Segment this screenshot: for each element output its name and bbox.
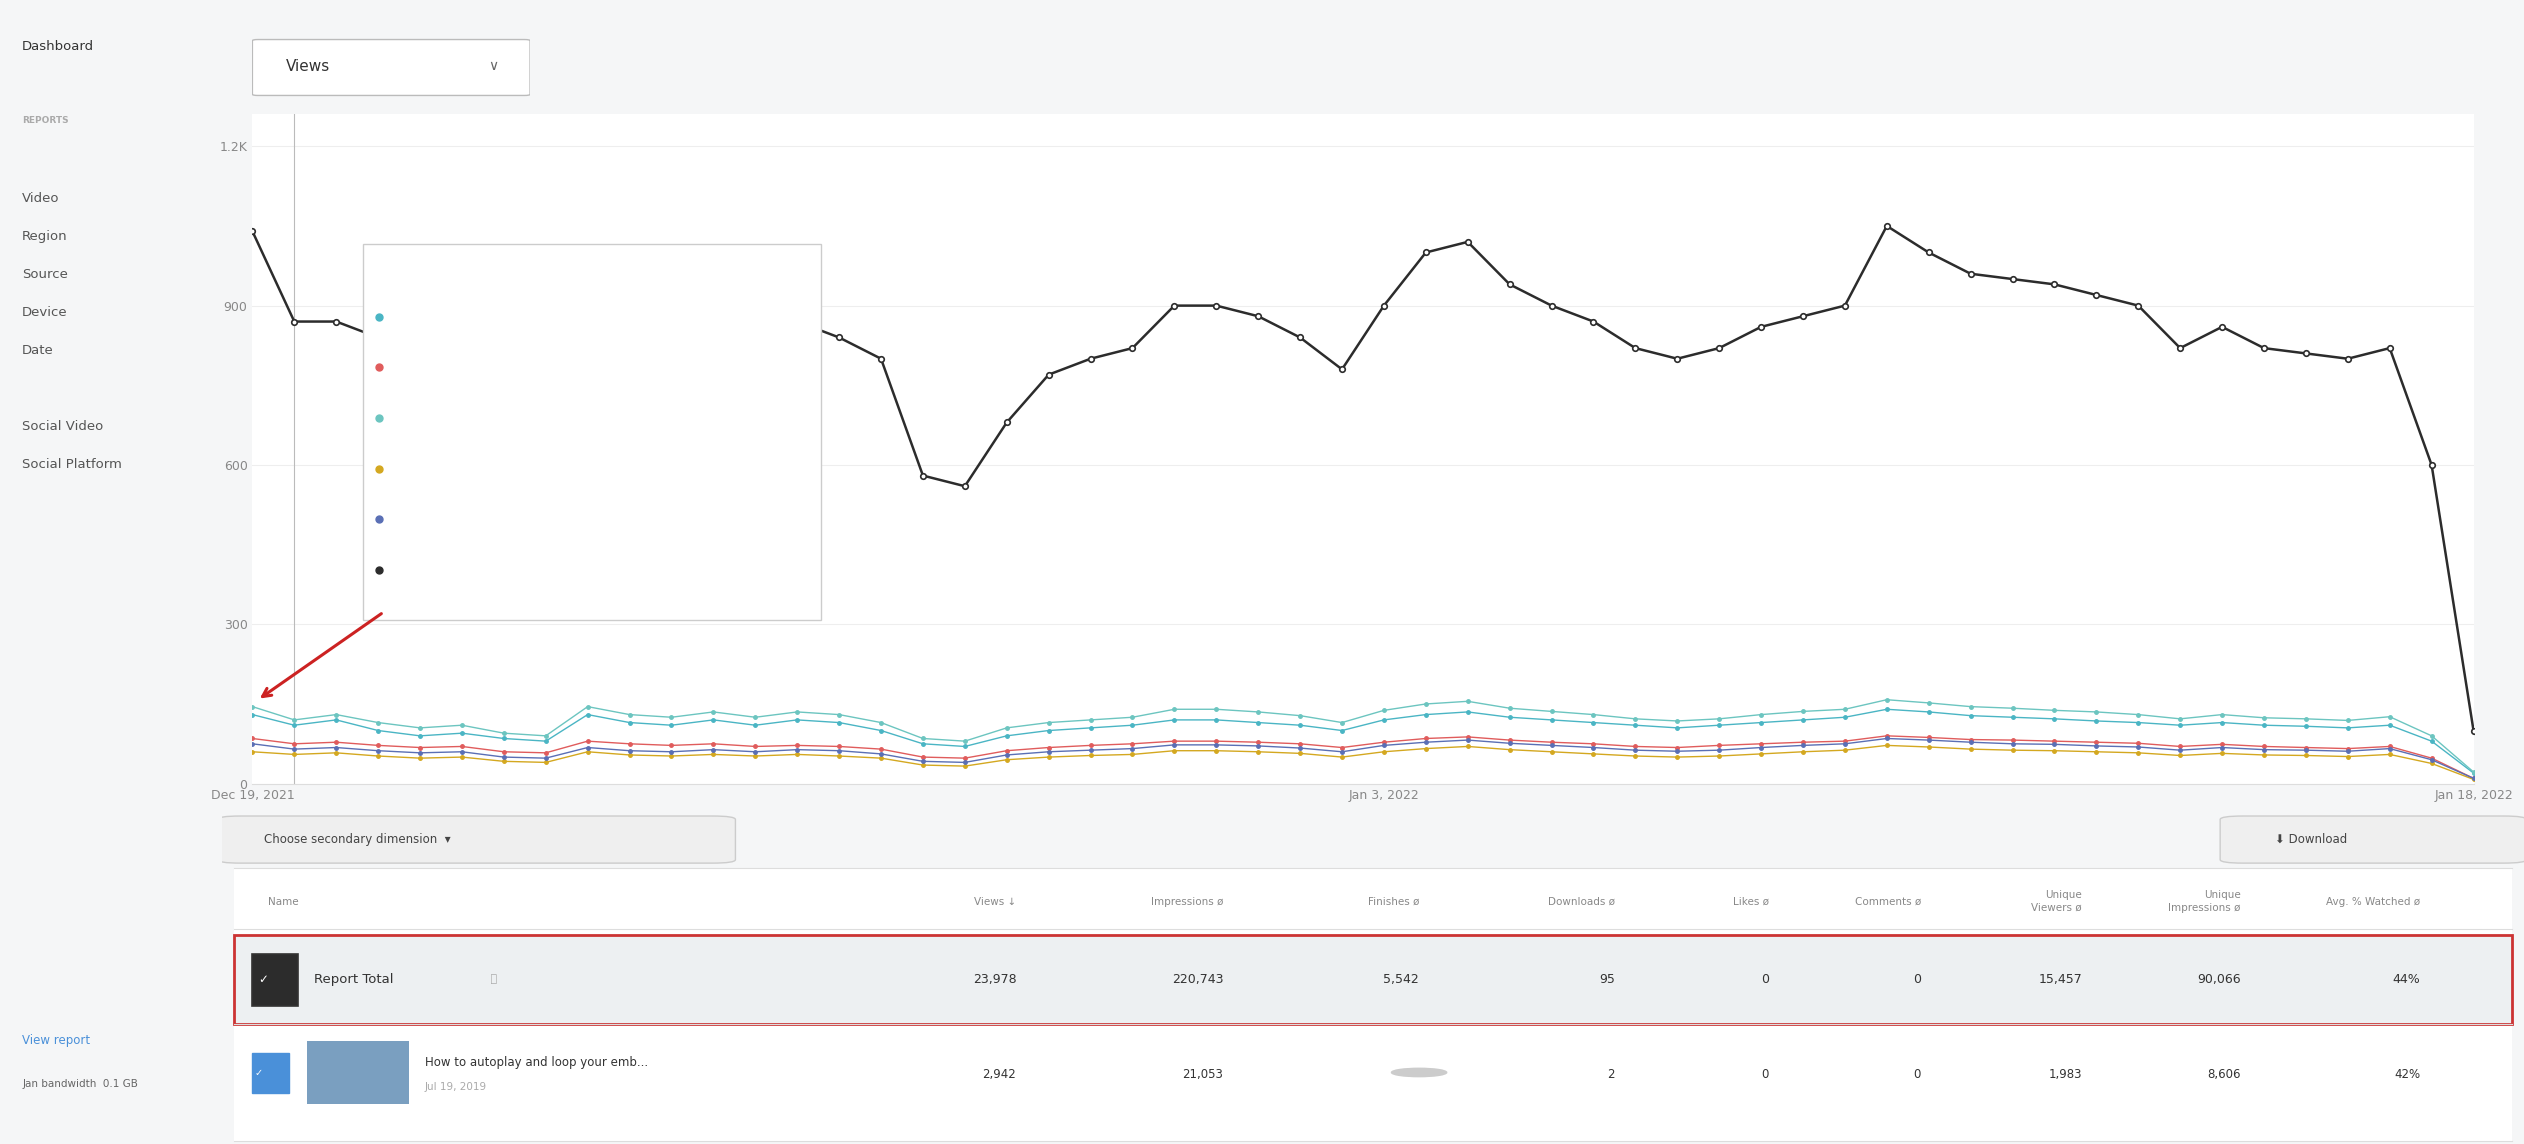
Text: Social Platform: Social Platform (23, 458, 121, 470)
Text: Device: Device (23, 305, 68, 319)
Text: ⓘ: ⓘ (487, 975, 497, 984)
Text: Downloads ø: Downloads ø (1547, 897, 1615, 906)
Circle shape (1391, 1068, 1446, 1077)
Text: Watching On Demand Purcha...: Watching On Demand Purcha... (404, 363, 581, 373)
Text: 2,942: 2,942 (982, 1067, 1017, 1081)
Text: 2: 2 (1608, 1067, 1615, 1081)
Text: 5,542: 5,542 (1383, 972, 1418, 986)
Text: Choose secondary dimension  ▾: Choose secondary dimension ▾ (262, 833, 449, 845)
Text: Unique
Viewers ø: Unique Viewers ø (2032, 890, 2082, 913)
Text: Region: Region (23, 230, 68, 243)
Text: Comments ø: Comments ø (1855, 897, 1921, 906)
Text: Jul 19, 2019: Jul 19, 2019 (424, 1082, 487, 1093)
Text: Name: Name (268, 897, 298, 906)
Text: ∨: ∨ (490, 59, 500, 73)
Text: Avg. % Watched ø: Avg. % Watched ø (2327, 897, 2421, 906)
Text: How To Delete Your Account: How To Delete Your Account (404, 515, 560, 524)
Text: View report: View report (23, 1034, 91, 1047)
Text: Jan bandwidth  0.1 GB: Jan bandwidth 0.1 GB (23, 1079, 139, 1089)
Text: How to autoplay and loop your emb...: How to autoplay and loop your emb... (424, 1056, 649, 1068)
Text: 44%: 44% (2393, 972, 2421, 986)
Text: Report Total: Report Total (313, 972, 394, 986)
Text: Video: Video (23, 192, 61, 205)
Text: 0: 0 (1762, 972, 1769, 986)
Text: 84: 84 (798, 515, 810, 524)
Text: Date: Date (23, 343, 53, 357)
Text: Impressions ø: Impressions ø (1151, 897, 1224, 906)
Text: Unique
Impressions ø: Unique Impressions ø (2168, 890, 2241, 913)
FancyBboxPatch shape (252, 40, 530, 95)
FancyBboxPatch shape (363, 244, 820, 620)
FancyBboxPatch shape (217, 816, 734, 863)
Text: Social Video: Social Video (23, 420, 103, 432)
Text: Likes ø: Likes ø (1734, 897, 1769, 906)
Text: ✓: ✓ (257, 972, 268, 986)
Text: 1,983: 1,983 (2049, 1067, 2082, 1081)
Text: 42%: 42% (2395, 1067, 2421, 1081)
Text: 0: 0 (1913, 972, 1921, 986)
Text: Views: Views (285, 58, 331, 74)
Bar (252, 954, 298, 1007)
Text: 90,066: 90,066 (2198, 972, 2241, 986)
Text: 132: 132 (790, 312, 810, 321)
Text: Source: Source (23, 268, 68, 280)
Text: 95: 95 (1598, 972, 1615, 986)
Text: 67: 67 (798, 463, 810, 474)
Text: Views ↓: Views ↓ (974, 897, 1017, 906)
Text: Views: Views (697, 261, 732, 275)
Text: 0: 0 (1762, 1067, 1769, 1081)
Text: REPORTS: REPORTS (23, 116, 68, 125)
Bar (308, 1041, 409, 1104)
Bar (235, 868, 2511, 1141)
Text: Subtitles And Captions Overi...: Subtitles And Captions Overi... (404, 413, 575, 423)
Text: Dec 20, 2021: Dec 20, 2021 (386, 261, 485, 275)
Text: Report Total: Report Total (404, 565, 472, 574)
Text: 21,053: 21,053 (1184, 1067, 1224, 1081)
FancyBboxPatch shape (2221, 816, 2524, 863)
Text: 1.0K: 1.0K (787, 565, 810, 574)
Text: Embedding Your Videos: Embedding Your Videos (404, 463, 535, 474)
Text: 8,606: 8,606 (2208, 1067, 2241, 1081)
Text: 23,978: 23,978 (972, 972, 1017, 986)
Text: How To Autoplay And Loop Y...: How To Autoplay And Loop Y... (404, 312, 573, 321)
Text: 149: 149 (790, 413, 810, 423)
Text: ⬇ Download: ⬇ Download (2277, 833, 2347, 845)
Text: 15,457: 15,457 (2039, 972, 2082, 986)
Text: 91: 91 (798, 363, 810, 373)
Text: 416: 416 (1408, 1070, 1429, 1079)
Bar (252, 1054, 288, 1094)
Text: ✓: ✓ (255, 1068, 262, 1078)
Text: 220,743: 220,743 (1171, 972, 1224, 986)
Text: Dashboard: Dashboard (23, 40, 93, 53)
Bar (235, 935, 2511, 1024)
Text: Finishes ø: Finishes ø (1368, 897, 1418, 906)
Text: 0: 0 (1913, 1067, 1921, 1081)
